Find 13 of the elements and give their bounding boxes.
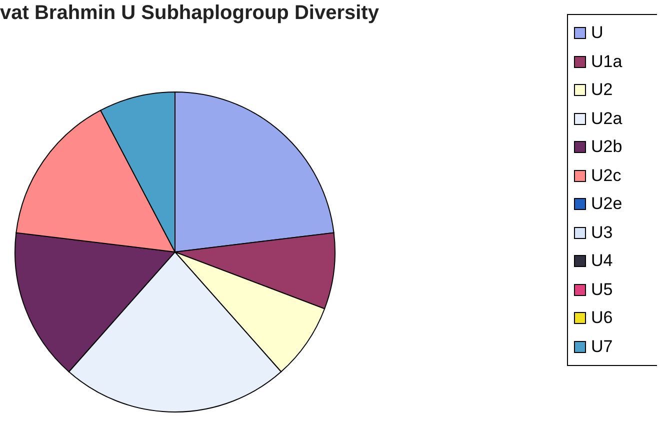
legend-label: U2 [591, 80, 613, 100]
legend-label: U7 [591, 336, 613, 357]
legend-label: U1a [591, 52, 622, 72]
legend-label: U6 [591, 308, 613, 328]
legend-label: U [591, 23, 604, 44]
legend-label: U5 [591, 280, 613, 300]
legend-label: U2e [591, 194, 622, 214]
legend-label: U3 [591, 222, 613, 243]
legend-label: U4 [591, 251, 613, 272]
legend-label: U2c [591, 166, 622, 186]
chart-title: vat Brahmin U Subhaplogroup Diversity [0, 2, 379, 25]
legend-label: U2b [591, 137, 622, 158]
legend-label: U2a [591, 108, 622, 129]
